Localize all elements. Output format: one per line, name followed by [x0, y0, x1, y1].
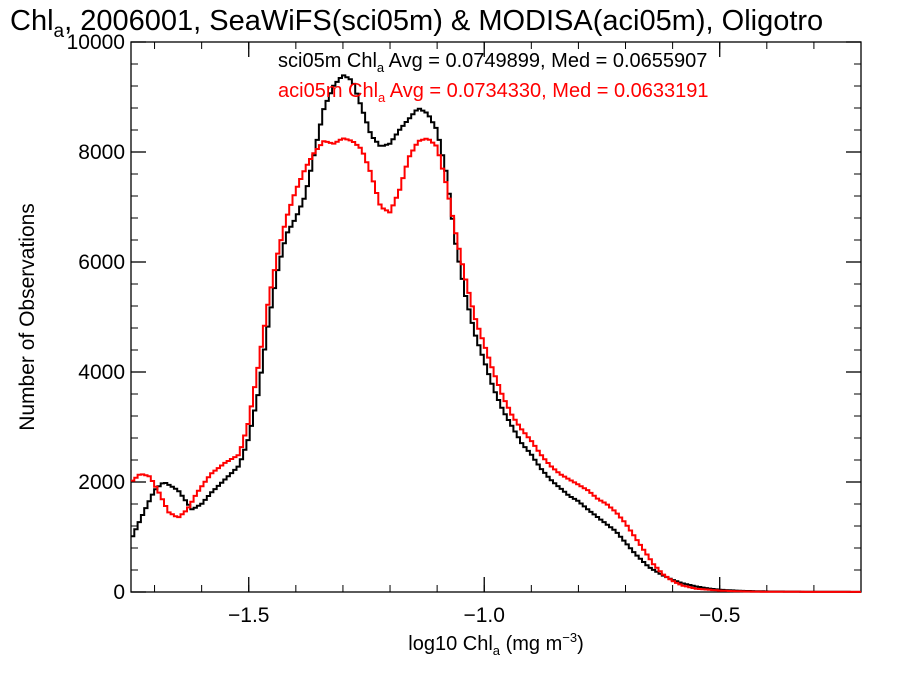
y-tick-label: 8000 — [78, 141, 125, 164]
x-tick-label: −1.0 — [463, 604, 504, 627]
x-tick-label: −1.5 — [228, 604, 269, 627]
x-axis-title: log10 Chla (mg m−3) — [408, 630, 583, 658]
plot-frame — [130, 41, 862, 593]
y-tick-label: 4000 — [78, 361, 125, 384]
y-axis: 0 2000 4000 6000 8000 10000 — [67, 31, 861, 604]
series-sci05m-line — [131, 74, 861, 593]
y-axis-title: Number of Observations — [16, 203, 39, 431]
annotation-sci05m: sci05m Chla Avg = 0.0749899, Med = 0.065… — [278, 50, 707, 75]
series-aci05m-line — [131, 137, 861, 593]
x-axis: −1.5 −1.0 −0.5 — [154, 42, 862, 627]
x-tick-label: −0.5 — [699, 604, 740, 627]
y-tick-label: 2000 — [78, 471, 125, 494]
y-tick-label: 6000 — [78, 251, 125, 274]
y-tick-label: 0 — [113, 581, 125, 604]
chart-title: Chla, 2006001, SeaWiFS(sci05m) & MODISA(… — [10, 5, 823, 42]
series-group — [131, 74, 861, 593]
y-tick-label: 10000 — [67, 31, 125, 54]
annotation-aci05m: aci05m Chla Avg = 0.0734330, Med = 0.063… — [278, 80, 709, 105]
